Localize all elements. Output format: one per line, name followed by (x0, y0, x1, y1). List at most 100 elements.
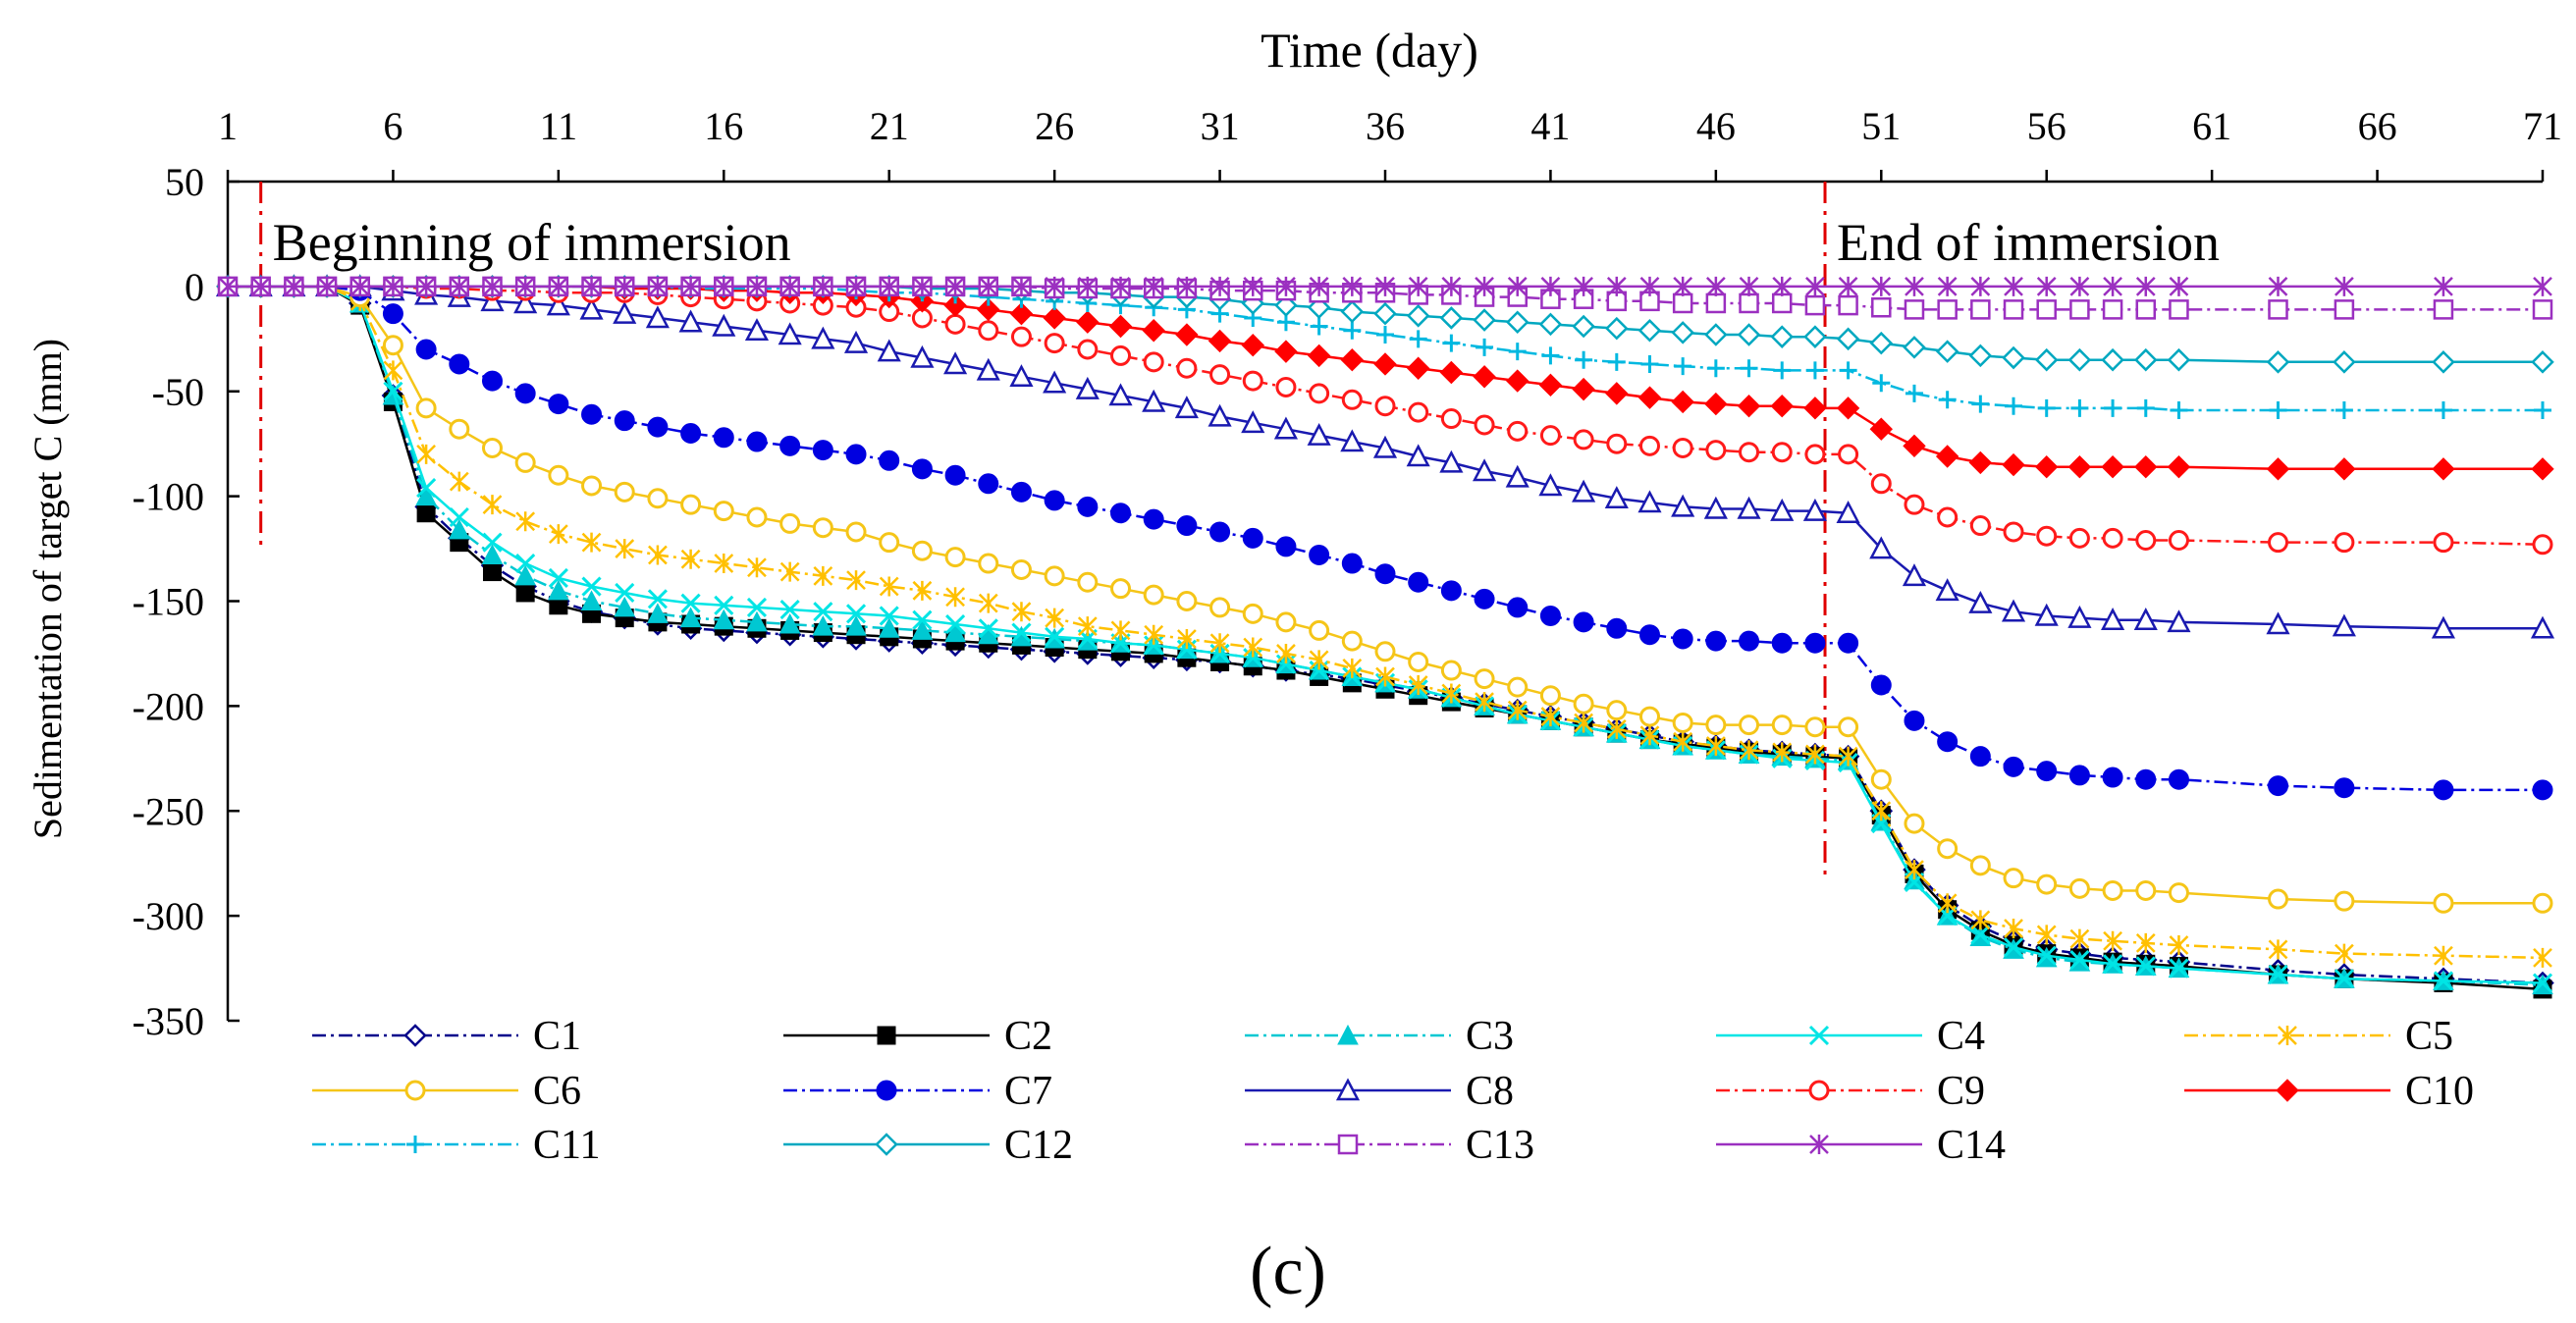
data-point (548, 579, 569, 601)
data-point (1771, 714, 1793, 736)
data-point (1441, 276, 1462, 296)
data-point (2133, 608, 2158, 630)
data-point (449, 276, 469, 296)
data-point (1143, 508, 1164, 530)
data-point (648, 276, 668, 296)
x-tick-label: 66 (2358, 104, 2397, 148)
series-line (228, 285, 2543, 630)
data-point (1607, 352, 1626, 371)
data-point (1705, 630, 1727, 652)
data-point (2068, 765, 2090, 786)
data-point (944, 621, 966, 643)
data-point (876, 1080, 897, 1101)
data-point (1803, 397, 1827, 420)
data-point (945, 613, 966, 635)
data-point (778, 612, 801, 634)
data-point (1108, 314, 1133, 339)
data-point (1406, 304, 1430, 328)
data-point (846, 276, 866, 296)
data-point (1705, 440, 1727, 461)
data-point (2102, 879, 2123, 901)
data-point (1406, 356, 1430, 380)
data-point (1541, 346, 1560, 365)
x-tick-label: 16 (704, 104, 743, 148)
x-tick-label: 31 (1201, 104, 1240, 148)
data-point (1309, 619, 1330, 641)
data-point (1739, 714, 1760, 736)
data-point (1372, 435, 1398, 458)
legend-item: C11 (312, 1123, 600, 1168)
data-point (1474, 588, 1495, 609)
data-point (879, 450, 900, 471)
data-point (1075, 376, 1100, 399)
series-c14 (218, 276, 2552, 296)
data-point (2532, 299, 2553, 320)
data-point (2134, 454, 2158, 479)
data-point (1309, 544, 1330, 565)
data-point (2167, 609, 2191, 633)
data-point (2003, 756, 2024, 777)
data-point (1770, 498, 1795, 521)
data-point (1010, 326, 1032, 347)
data-point (1739, 276, 1759, 296)
data-point (2169, 299, 2189, 320)
data-point (1638, 624, 1660, 646)
data-point (1838, 444, 1859, 465)
data-point (1903, 336, 1926, 359)
data-point (977, 297, 1000, 322)
data-point (1408, 651, 1429, 672)
data-point (2002, 345, 2025, 370)
data-point (1836, 327, 1860, 351)
data-point (1011, 622, 1032, 643)
panel-label: (c) (1250, 1234, 1326, 1309)
x-tick-label: 71 (2523, 104, 2562, 148)
data-point (1773, 361, 1792, 380)
data-point (2168, 768, 2189, 790)
data-point (911, 619, 934, 640)
data-point (1439, 306, 1464, 330)
data-point (1808, 1080, 1830, 1101)
data-point (1275, 611, 1297, 633)
data-point (1108, 383, 1133, 406)
data-point (1175, 323, 1199, 346)
data-point (2067, 605, 2092, 628)
data-point (714, 595, 734, 615)
annotation-beginning: Beginning of immersion (273, 213, 791, 272)
data-point (1241, 410, 1265, 434)
data-point (976, 357, 1000, 381)
data-point (1871, 276, 1892, 296)
data-point (1505, 310, 1530, 334)
data-point (2102, 299, 2123, 320)
data-point (1935, 445, 1959, 468)
data-point (1473, 365, 1496, 389)
data-point (415, 397, 437, 419)
data-point (779, 512, 801, 534)
data-point (2068, 877, 2090, 899)
data-point (2135, 299, 2157, 320)
data-point (1904, 813, 1925, 834)
data-point (713, 609, 735, 630)
series-c1 (216, 275, 2554, 995)
data-point (1809, 1135, 1829, 1154)
data-point (515, 583, 535, 603)
data-point (2431, 615, 2456, 639)
data-point (515, 276, 536, 296)
legend-item: C13 (1245, 1123, 1534, 1168)
data-point (1373, 352, 1397, 376)
data-point (1142, 389, 1166, 412)
series-line (228, 285, 2544, 984)
data-point (2135, 879, 2157, 901)
data-point (515, 553, 536, 574)
y-tick-label: -300 (133, 894, 204, 938)
data-point (2069, 949, 2090, 971)
data-point (1737, 395, 1761, 418)
data-point (546, 292, 570, 316)
data-point (2067, 347, 2092, 372)
data-point (912, 580, 933, 601)
legend-item: C14 (1716, 1123, 2006, 1168)
data-point (1142, 319, 1165, 343)
data-point (712, 313, 736, 337)
data-point (1969, 855, 1991, 876)
data-point (416, 478, 437, 499)
legend-label: C12 (1004, 1123, 1073, 1168)
